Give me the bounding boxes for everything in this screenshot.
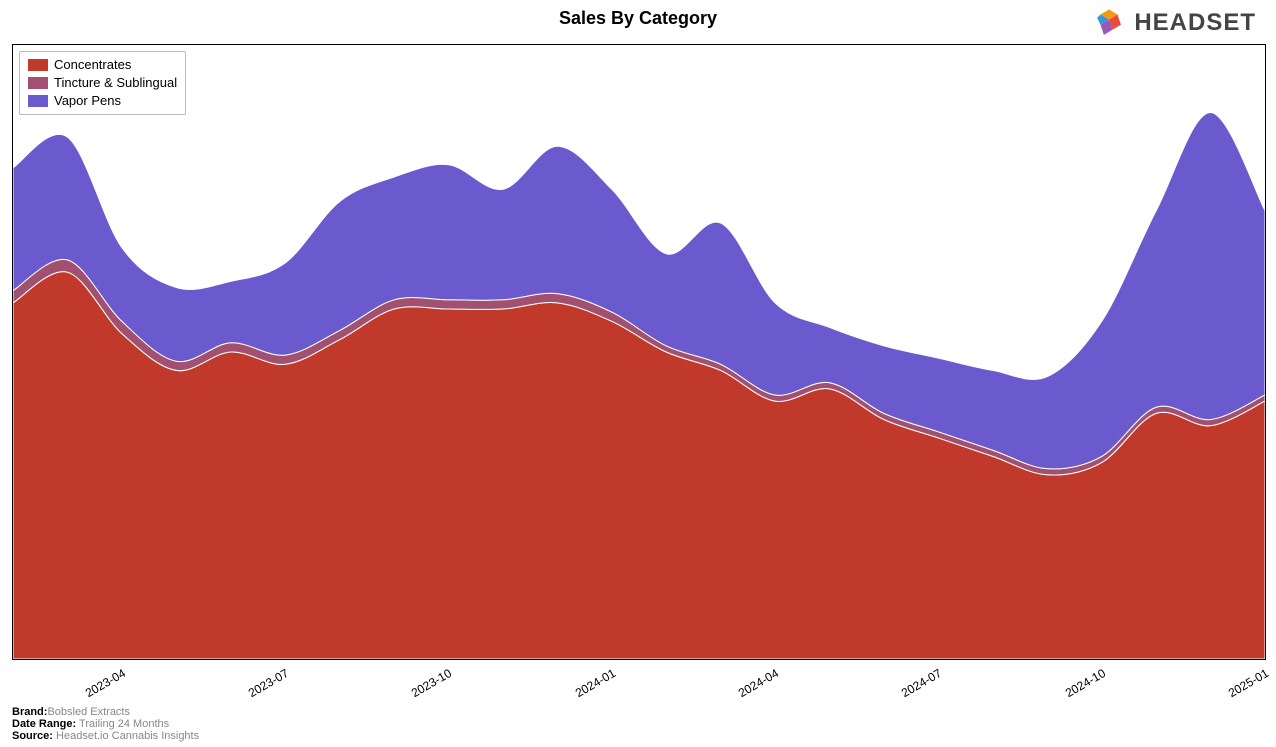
x-tick-label: 2024-04 (736, 666, 781, 700)
plot-area: ConcentratesTincture & SublingualVapor P… (12, 44, 1266, 660)
headset-logo: HEADSET (1092, 6, 1256, 40)
x-tick-label: 2024-01 (573, 666, 618, 700)
footer-meta: Brand:Bobsled ExtractsDate Range: Traili… (12, 706, 199, 742)
x-tick-label: 2023-04 (83, 666, 128, 700)
legend-item: Concentrates (28, 56, 177, 74)
footer-value: Headset.io Cannabis Insights (53, 730, 199, 742)
legend-swatch (28, 95, 48, 107)
legend-item: Vapor Pens (28, 92, 177, 110)
footer-label: Brand: (12, 706, 47, 718)
x-tick-label: 2023-07 (246, 666, 291, 700)
legend-label: Tincture & Sublingual (54, 74, 177, 92)
footer-line: Date Range: Trailing 24 Months (12, 718, 199, 730)
legend-item: Tincture & Sublingual (28, 74, 177, 92)
x-tick-label: 2024-10 (1063, 666, 1108, 700)
logo-icon (1092, 6, 1126, 40)
footer-line: Brand:Bobsled Extracts (12, 706, 199, 718)
legend-swatch (28, 77, 48, 89)
x-axis-ticks: 2023-04 2023-07 2023-10 2024-01 2024-04 2024-… (12, 662, 1264, 722)
logo-text: HEADSET (1134, 9, 1256, 37)
area-chart (13, 45, 1265, 659)
legend: ConcentratesTincture & SublingualVapor P… (19, 51, 186, 115)
legend-label: Vapor Pens (54, 92, 121, 110)
legend-label: Concentrates (54, 56, 131, 74)
footer-label: Date Range: (12, 718, 76, 730)
footer-label: Source: (12, 730, 53, 742)
footer-line: Source: Headset.io Cannabis Insights (12, 730, 199, 742)
x-tick-label: 2024-07 (899, 666, 944, 700)
legend-swatch (28, 59, 48, 71)
footer-value: Bobsled Extracts (47, 706, 130, 718)
x-tick-label: 2023-10 (409, 666, 454, 700)
x-tick-label: 2025-01 (1226, 666, 1271, 700)
footer-value: Trailing 24 Months (76, 718, 169, 730)
chart-title: Sales By Category (0, 8, 1276, 29)
